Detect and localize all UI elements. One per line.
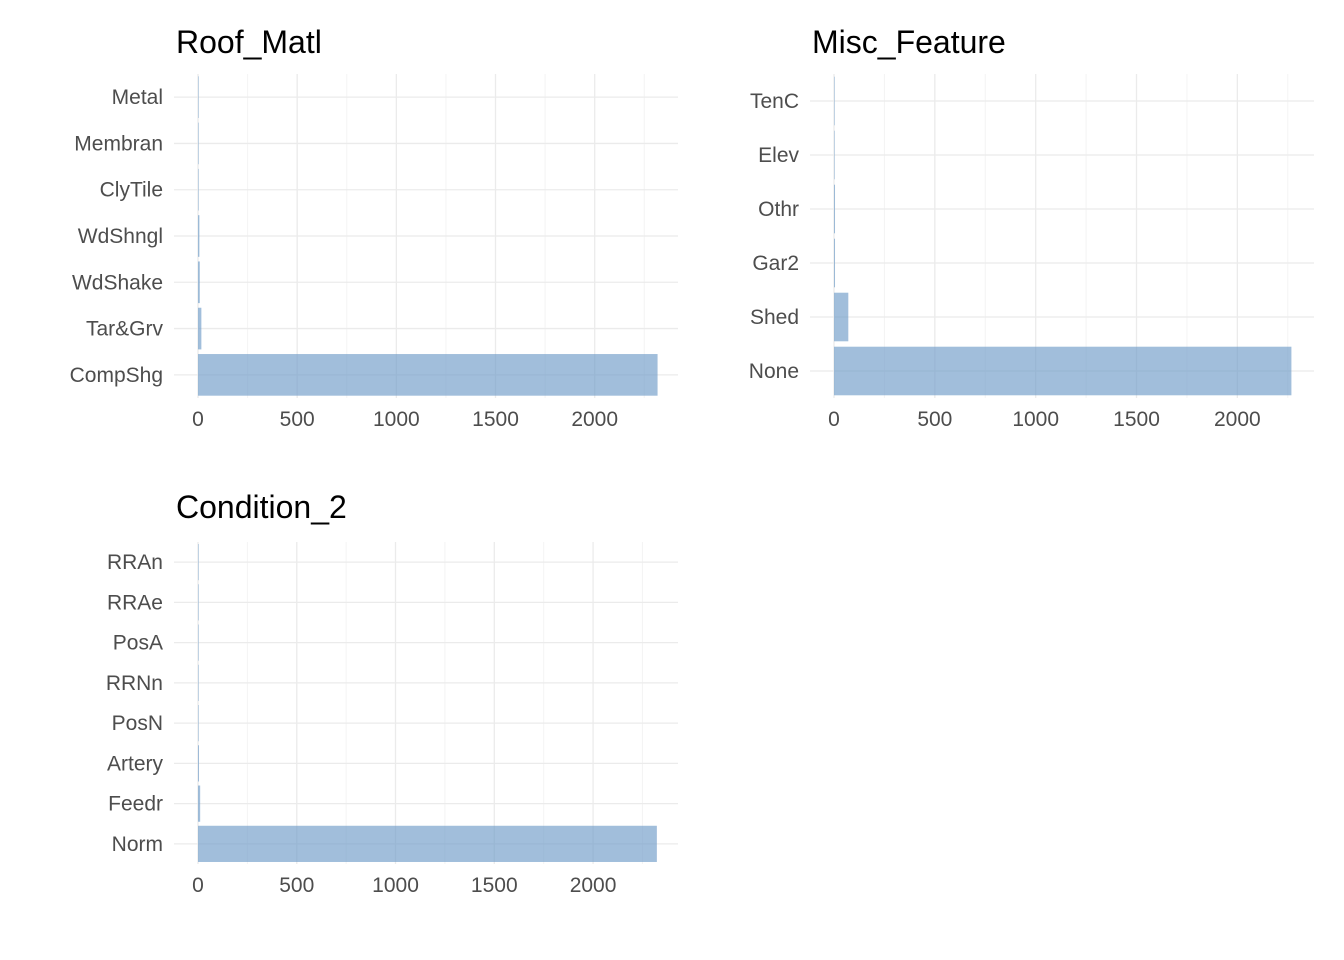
misc-feature-x-tick-label: 2000	[1214, 408, 1261, 431]
misc-feature-bar-shed	[834, 292, 849, 342]
misc-feature-category-label: Elev	[758, 144, 799, 167]
roof-matl-x-tick-label: 0	[192, 408, 204, 431]
roof-matl-category-label: WdShngl	[78, 225, 163, 248]
roof-matl-bar-compshg	[198, 354, 658, 396]
condition-2-category-label: PosN	[112, 712, 163, 735]
roof-matl-bar-clytile	[198, 168, 199, 211]
condition-2-category-label: RRAe	[107, 591, 163, 614]
misc-feature-bar-tenc	[834, 76, 835, 126]
condition-2-x-tick-label: 0	[192, 874, 204, 897]
condition-2-category-label: RRAn	[107, 551, 163, 574]
condition-2-x-tick-label: 500	[279, 874, 314, 897]
condition-2-panel: Condition_2 RRAn RRAe PosA RRNn PosN Artery Fe…	[0, 0, 690, 930]
roof-matl-x-tick-label: 2000	[571, 408, 618, 431]
roof-matl-x-tick-label: 500	[280, 408, 315, 431]
misc-feature-category-label: None	[749, 360, 799, 383]
roof-matl-chart: Metal Membran ClyTile WdShngl WdShake Tar&Grv…	[70, 74, 678, 431]
roof-matl-category-label: ClyTile	[100, 179, 163, 202]
condition-2-bar-rrnn	[198, 664, 199, 701]
misc-feature-category-label: TenC	[750, 90, 799, 113]
misc-feature-category-label: Othr	[758, 198, 799, 221]
condition-2-title: Condition_2	[176, 489, 347, 525]
condition-2-x-tick-label: 1500	[471, 874, 518, 897]
roof-matl-bar-tar-grv	[198, 307, 202, 350]
condition-2-category-label: Norm	[112, 833, 163, 856]
roof-matl-bar-membran	[198, 122, 199, 165]
condition-2-bar-rran	[198, 544, 199, 581]
misc-feature-x-tick-label: 0	[828, 408, 840, 431]
misc-feature-x-tick-label: 500	[917, 408, 952, 431]
roof-matl-bar-wdshake	[198, 261, 200, 304]
condition-2-bar-rrae	[198, 584, 199, 621]
misc-feature-bar-gar2	[834, 238, 836, 288]
roof-matl-panel: Roof_Matl Metal Membran ClyTile WdShngl WdSh…	[0, 0, 690, 460]
condition-2-x-tick-label: 1000	[372, 874, 419, 897]
misc-feature-bar-none	[834, 346, 1292, 396]
condition-2-category-label: RRNn	[106, 672, 163, 695]
condition-2-category-label: Artery	[107, 752, 164, 775]
roof-matl-category-label: CompShg	[70, 364, 163, 387]
roof-matl-title: Roof_Matl	[176, 24, 322, 60]
roof-matl-category-label: Metal	[112, 86, 163, 109]
misc-feature-bar-elev	[834, 130, 835, 180]
roof-matl-category-label: Membran	[74, 132, 163, 155]
condition-2-category-label: Feedr	[108, 793, 163, 816]
misc-feature-panel: Misc_Feature TenC Elev Othr Gar2 Shed None 0 50…	[0, 0, 1344, 460]
roof-matl-x-tick-label: 1000	[373, 408, 420, 431]
roof-matl-category-label: Tar&Grv	[86, 318, 164, 341]
misc-feature-category-label: Gar2	[752, 252, 799, 275]
condition-2-x-tick-label: 2000	[570, 874, 617, 897]
roof-matl-category-label: WdShake	[72, 271, 163, 294]
condition-2-bar-posn	[198, 705, 199, 742]
misc-feature-x-tick-label: 1000	[1012, 408, 1059, 431]
roof-matl-bar-metal	[198, 76, 199, 118]
condition-2-category-label: PosA	[113, 632, 163, 655]
misc-feature-chart: TenC Elev Othr Gar2 Shed None 0 500 1000 1500 2000	[749, 74, 1314, 431]
roof-matl-bar-wdshngl	[198, 215, 200, 257]
roof-matl-x-tick-label: 1500	[472, 408, 519, 431]
misc-feature-x-tick-label: 1500	[1113, 408, 1160, 431]
misc-feature-title: Misc_Feature	[812, 24, 1006, 60]
condition-2-bar-posa	[198, 624, 199, 661]
condition-2-bar-artery	[198, 745, 199, 782]
condition-2-bar-norm	[198, 825, 657, 862]
condition-2-bar-feedr	[198, 785, 201, 822]
misc-feature-bar-othr	[834, 184, 836, 234]
condition-2-chart: RRAn RRAe PosA RRNn PosN Artery Feedr Norm 0 500 1…	[106, 542, 678, 897]
misc-feature-category-label: Shed	[750, 306, 799, 329]
